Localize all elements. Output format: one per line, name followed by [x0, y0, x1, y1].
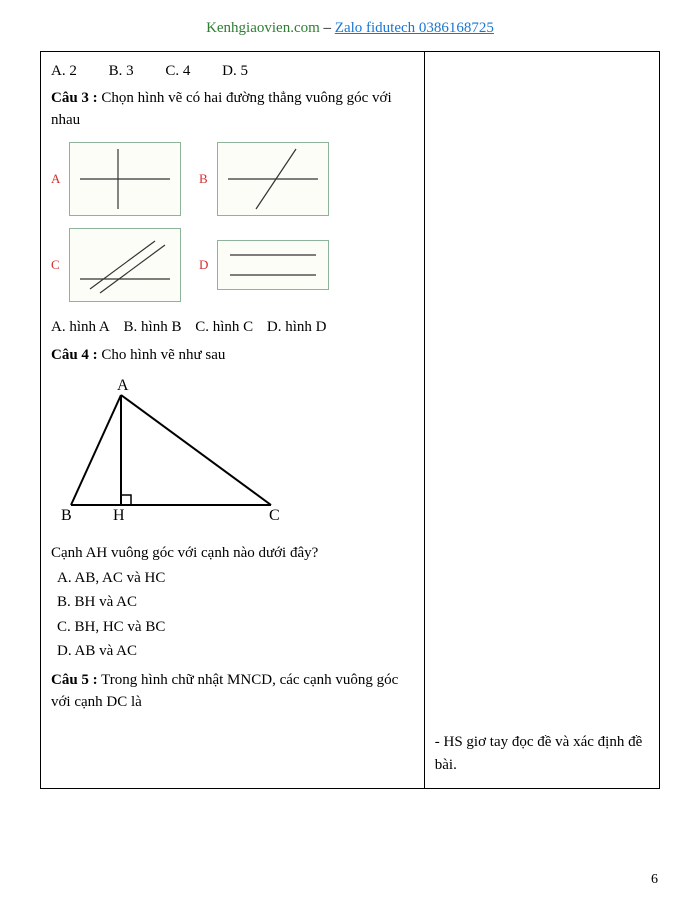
q5-text: Trong hình chữ nhật MNCD, các cạnh vuông… [51, 672, 398, 711]
vertex-h: H [113, 507, 125, 524]
q2-options: A. 2 B. 3 C. 4 D. 5 [51, 60, 414, 83]
q3-opt-b: B. hình B [124, 316, 182, 339]
q4-text: Cho hình vẽ như sau [98, 347, 226, 363]
q4-opt-d: D. AB và AC [57, 640, 414, 663]
fig-d-frame [217, 240, 329, 290]
right-note: - HS giơ tay đọc đề và xác định đề bài. [435, 731, 649, 776]
fig-b: B [199, 142, 329, 216]
q4: Câu 4 : Cho hình vẽ như sau [51, 344, 414, 367]
fig-c: C [51, 228, 181, 302]
q4-opt-a: A. AB, AC và HC [57, 567, 414, 590]
q3-figures: A B [51, 142, 329, 302]
fig-a-label: A [51, 169, 63, 189]
q3-opt-d: D. hình D [267, 316, 327, 339]
fig-d: D [199, 228, 329, 302]
q3-opt-c: C. hình C [195, 316, 253, 339]
header-site: Kenhgiaovien.com [206, 20, 320, 36]
q3-opt-a: A. hình A [51, 316, 110, 339]
q2-opt-b: B. 3 [109, 60, 134, 83]
fig-b-label: B [199, 169, 211, 189]
q5: Câu 5 : Trong hình chữ nhật MNCD, các cạ… [51, 669, 414, 714]
vertex-b: B [61, 507, 72, 524]
q2-opt-c: C. 4 [165, 60, 190, 83]
q4-figure: A B H C [51, 375, 414, 533]
q2-opt-a: A. 2 [51, 60, 77, 83]
q4-label: Câu 4 : [51, 347, 98, 363]
page-number: 6 [651, 872, 658, 888]
header-zalo[interactable]: Zalo fidutech 0386168725 [335, 20, 494, 36]
q3: Câu 3 : Chọn hình vẽ có hai đường thẳng … [51, 87, 414, 132]
fig-c-frame [69, 228, 181, 302]
q2-opt-d: D. 5 [222, 60, 248, 83]
fig-d-label: D [199, 255, 211, 275]
fig-b-frame [217, 142, 329, 216]
vertex-a: A [117, 377, 129, 394]
q3-text: Chọn hình vẽ có hai đường thẳng vuông gó… [51, 90, 392, 129]
header-dash: – [320, 20, 335, 36]
q4-opt-b: B. BH và AC [57, 591, 414, 614]
fig-a: A [51, 142, 181, 216]
q5-label: Câu 5 : [51, 672, 98, 688]
content-table: A. 2 B. 3 C. 4 D. 5 Câu 3 : Chọn hình vẽ… [40, 51, 660, 789]
page-header: Kenhgiaovien.com – Zalo fidutech 0386168… [40, 20, 660, 37]
q4-opt-c: C. BH, HC và BC [57, 616, 414, 639]
fig-a-frame [69, 142, 181, 216]
q4-options: A. AB, AC và HC B. BH và AC C. BH, HC và… [51, 567, 414, 663]
right-column: - HS giơ tay đọc đề và xác định đề bài. [424, 52, 659, 789]
left-column: A. 2 B. 3 C. 4 D. 5 Câu 3 : Chọn hình vẽ… [41, 52, 425, 789]
fig-c-label: C [51, 255, 63, 275]
vertex-c: C [269, 507, 280, 524]
q3-options: A. hình A B. hình B C. hình C D. hình D [51, 316, 414, 339]
q3-label: Câu 3 : [51, 90, 98, 106]
q4-subq: Cạnh AH vuông góc với cạnh nào dưới đây? [51, 542, 414, 565]
